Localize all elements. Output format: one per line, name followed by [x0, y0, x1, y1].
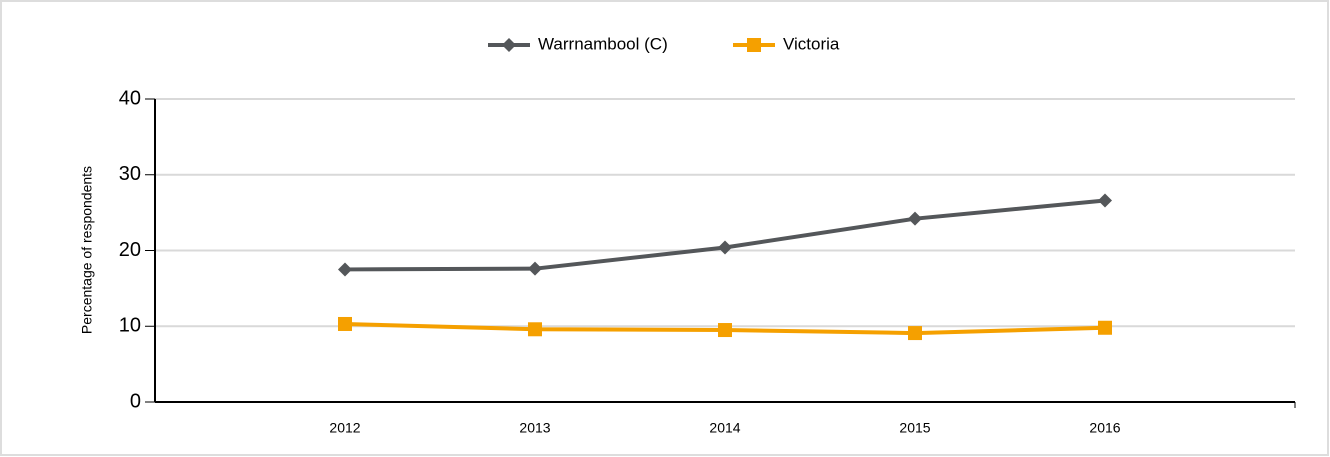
marker: [1098, 193, 1112, 208]
y-tick-label: 30: [119, 163, 141, 185]
marker: [502, 38, 516, 52]
marker: [528, 261, 542, 276]
marker: [747, 38, 761, 52]
marker: [718, 240, 732, 255]
y-axis-title: Percentage of respondents: [79, 166, 95, 334]
legend-label: Warrnambool (C): [538, 34, 668, 53]
x-tick-label: 2016: [1089, 420, 1120, 436]
y-tick-label: 20: [119, 239, 141, 261]
x-tick-label: 2012: [329, 420, 360, 436]
x-tick-label: 2015: [899, 420, 930, 436]
marker: [338, 262, 352, 277]
y-tick-label: 10: [119, 315, 141, 337]
y-tick-label: 0: [130, 390, 141, 412]
marker: [908, 211, 922, 226]
marker: [908, 326, 922, 341]
marker: [1098, 320, 1112, 335]
x-tick-label: 2013: [519, 420, 550, 436]
marker: [528, 322, 542, 337]
x-tick-label: 2014: [709, 420, 740, 436]
y-tick-label: 40: [119, 87, 141, 109]
marker: [338, 316, 352, 331]
legend-label: Victoria: [783, 34, 840, 53]
marker: [718, 323, 732, 338]
